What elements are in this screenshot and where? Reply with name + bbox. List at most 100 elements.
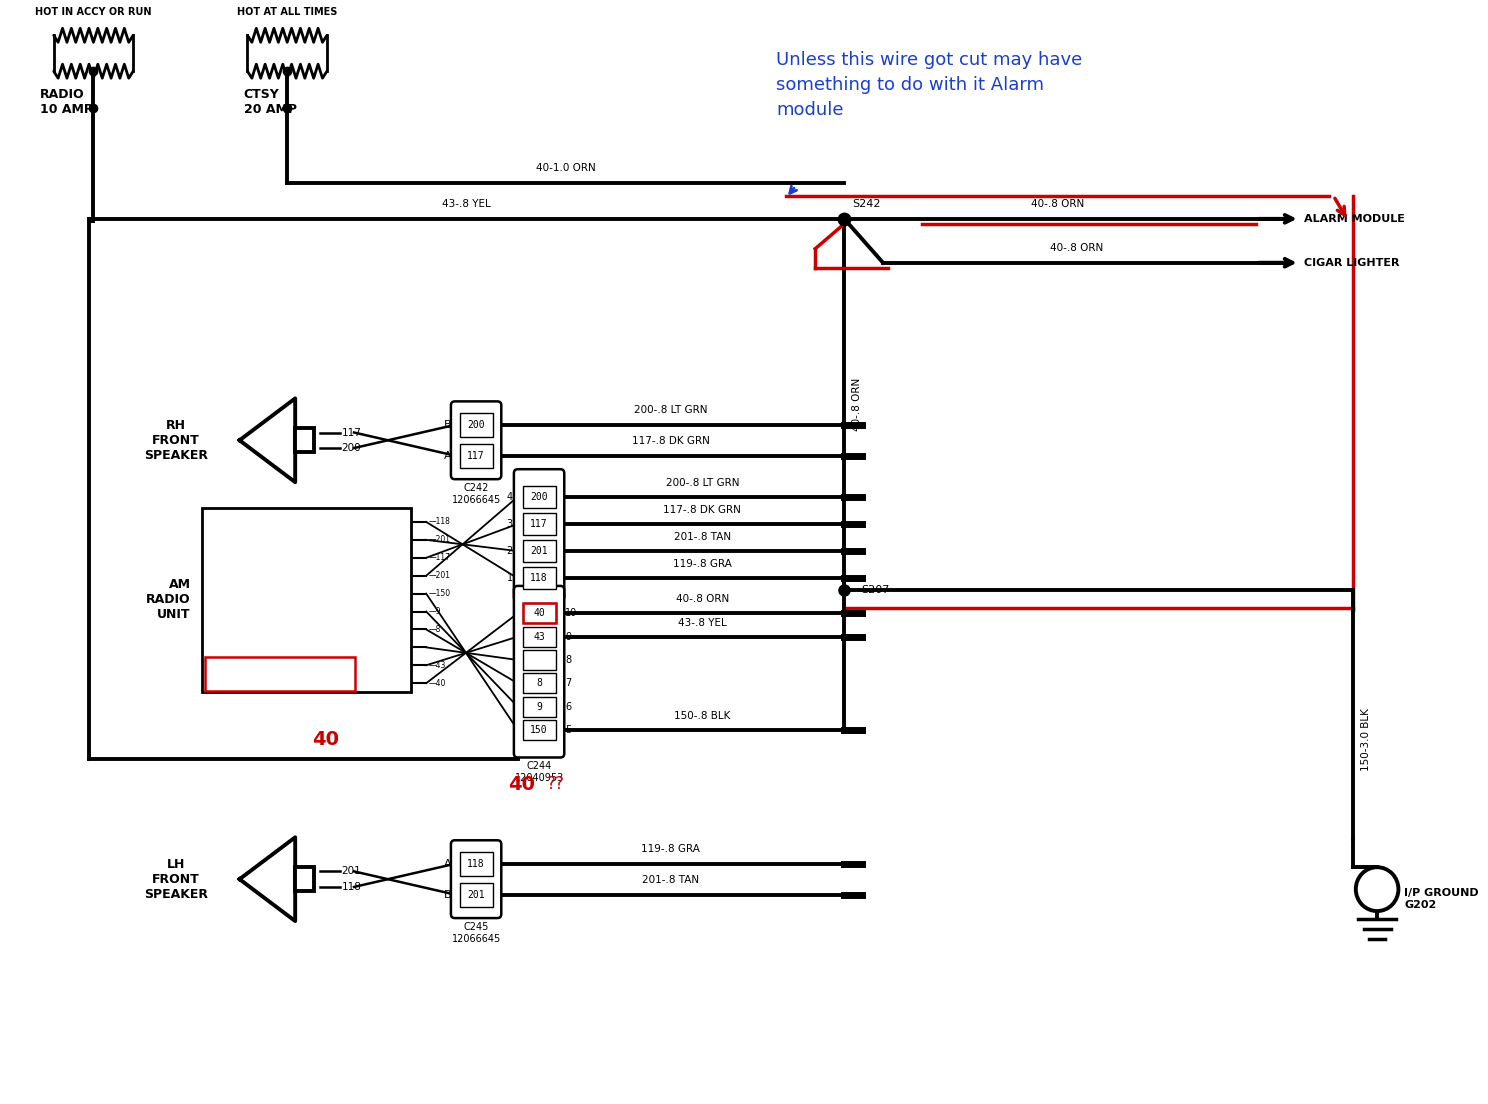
Text: 9: 9: [381, 661, 385, 670]
Bar: [522, 567, 555, 590]
Text: 118: 118: [530, 573, 548, 583]
Text: 201-.8 TAN: 201-.8 TAN: [643, 874, 699, 884]
Text: 43-.8 YEL: 43-.8 YEL: [679, 617, 726, 628]
Bar: [205, 657, 356, 691]
Text: 6: 6: [381, 607, 385, 616]
Text: RIGHT FRONT - SPEAKER: RIGHT FRONT - SPEAKER: [207, 555, 293, 561]
Bar: [522, 627, 555, 647]
Bar: [522, 486, 555, 508]
Text: 150: 150: [530, 725, 548, 735]
Text: 40-1.0 ORN: 40-1.0 ORN: [536, 163, 595, 173]
Text: 200: 200: [467, 420, 485, 429]
Text: Unless this wire got cut may have
something to do with it Alarm
module: Unless this wire got cut may have someth…: [777, 51, 1083, 119]
Polygon shape: [240, 399, 295, 482]
Text: 2: 2: [381, 535, 385, 544]
Bar: [460, 882, 493, 906]
Text: 118: 118: [467, 859, 485, 869]
Text: C242
12066645: C242 12066645: [451, 484, 501, 505]
Text: S207: S207: [862, 585, 890, 595]
Text: RH
FRONT
SPEAKER: RH FRONT SPEAKER: [144, 418, 208, 461]
Text: 119-.8 GRA: 119-.8 GRA: [641, 843, 701, 853]
Text: 43: 43: [533, 631, 545, 641]
Bar: [460, 444, 493, 468]
Text: PARK LAMP: PARK LAMP: [207, 608, 246, 615]
Text: —8: —8: [429, 625, 440, 634]
Text: CTSY
20 AMP: CTSY 20 AMP: [244, 88, 296, 116]
Text: —118: —118: [429, 518, 449, 527]
Text: 3: 3: [381, 553, 385, 562]
Text: ??: ??: [546, 775, 564, 794]
Text: 40-.8 ORN: 40-.8 ORN: [853, 378, 862, 431]
Bar: [522, 697, 555, 716]
Text: AM
RADIO
UNIT: AM RADIO UNIT: [146, 578, 190, 622]
Text: S242: S242: [853, 199, 881, 209]
Text: 118: 118: [341, 882, 362, 892]
Bar: [460, 852, 493, 875]
Text: 200: 200: [530, 491, 548, 501]
Text: RIGHT FRONT + SPEAKER: RIGHT FRONT + SPEAKER: [207, 573, 296, 578]
Text: 200-.8 LT GRN: 200-.8 LT GRN: [665, 478, 740, 488]
Text: RADIO
10 AMP: RADIO 10 AMP: [40, 88, 94, 116]
Text: 117: 117: [467, 450, 485, 460]
Text: MEMORY (BATT.): MEMORY (BATT.): [207, 680, 263, 687]
Text: —117: —117: [429, 553, 451, 562]
Bar: [522, 603, 555, 624]
Text: 8: 8: [536, 678, 542, 689]
Text: 150-3.0 BLK: 150-3.0 BLK: [1360, 708, 1370, 771]
Text: 4: 4: [381, 571, 385, 581]
Text: 117: 117: [341, 427, 362, 437]
Text: 9: 9: [536, 702, 542, 712]
Text: HOT AT ALL TIMES: HOT AT ALL TIMES: [237, 8, 338, 18]
Polygon shape: [240, 837, 295, 921]
Text: 40-.8 ORN: 40-.8 ORN: [1031, 199, 1085, 209]
Text: 8: 8: [565, 655, 571, 665]
Text: GROUND: GROUND: [207, 591, 238, 596]
Text: IGNITION: IGNITION: [207, 662, 238, 668]
Text: 200: 200: [341, 443, 362, 453]
Text: 201: 201: [341, 867, 362, 877]
Text: —201: —201: [429, 535, 451, 544]
Bar: [522, 673, 555, 693]
FancyBboxPatch shape: [451, 402, 501, 479]
Text: A: A: [445, 859, 452, 869]
Text: 9: 9: [565, 631, 571, 641]
Text: LEFT FRONT - SPEAKER: LEFT FRONT - SPEAKER: [207, 519, 287, 524]
Text: 8: 8: [381, 643, 385, 651]
FancyBboxPatch shape: [451, 840, 501, 919]
Text: B: B: [445, 890, 452, 900]
Text: C244
12040953: C244 12040953: [515, 762, 564, 783]
Text: HOT IN ACCY OR RUN: HOT IN ACCY OR RUN: [36, 8, 152, 18]
Text: 43-.8 YEL: 43-.8 YEL: [442, 199, 491, 209]
Text: 201: 201: [467, 890, 485, 900]
Text: LH
FRONT
SPEAKER: LH FRONT SPEAKER: [144, 858, 208, 901]
Bar: [460, 413, 493, 437]
Bar: [202, 508, 411, 692]
Text: DIMMER: DIMMER: [207, 626, 235, 633]
Text: 2: 2: [507, 546, 513, 556]
Text: —9: —9: [429, 607, 440, 616]
Text: —150: —150: [429, 590, 451, 598]
Text: 200-.8 LT GRN: 200-.8 LT GRN: [634, 405, 708, 415]
Text: ALARM MODULE: ALARM MODULE: [1305, 214, 1405, 224]
Text: 201-.8 TAN: 201-.8 TAN: [674, 532, 731, 542]
Text: 150-.8 BLK: 150-.8 BLK: [674, 711, 731, 721]
Bar: [522, 603, 555, 624]
Text: 117-.8 DK GRN: 117-.8 DK GRN: [664, 505, 741, 514]
Text: 201: 201: [530, 546, 548, 556]
FancyBboxPatch shape: [513, 469, 564, 601]
Bar: [522, 513, 555, 534]
Text: 117-.8 DK GRN: 117-.8 DK GRN: [632, 436, 710, 446]
Text: 10: 10: [565, 608, 577, 618]
Text: —43: —43: [429, 661, 445, 670]
Text: 5: 5: [565, 725, 571, 735]
Bar: [522, 540, 555, 562]
Text: 7: 7: [381, 625, 385, 634]
Text: LEFT FRONT + SPEAKER: LEFT FRONT + SPEAKER: [207, 537, 292, 543]
Text: —201: —201: [429, 571, 451, 581]
Text: 1: 1: [507, 573, 513, 583]
Text: 3: 3: [507, 519, 513, 529]
Text: C243
12040904: C243 12040904: [515, 605, 564, 626]
Text: 10: 10: [379, 679, 388, 688]
Text: 40-.8 ORN: 40-.8 ORN: [1051, 243, 1104, 253]
Bar: [295, 428, 314, 453]
